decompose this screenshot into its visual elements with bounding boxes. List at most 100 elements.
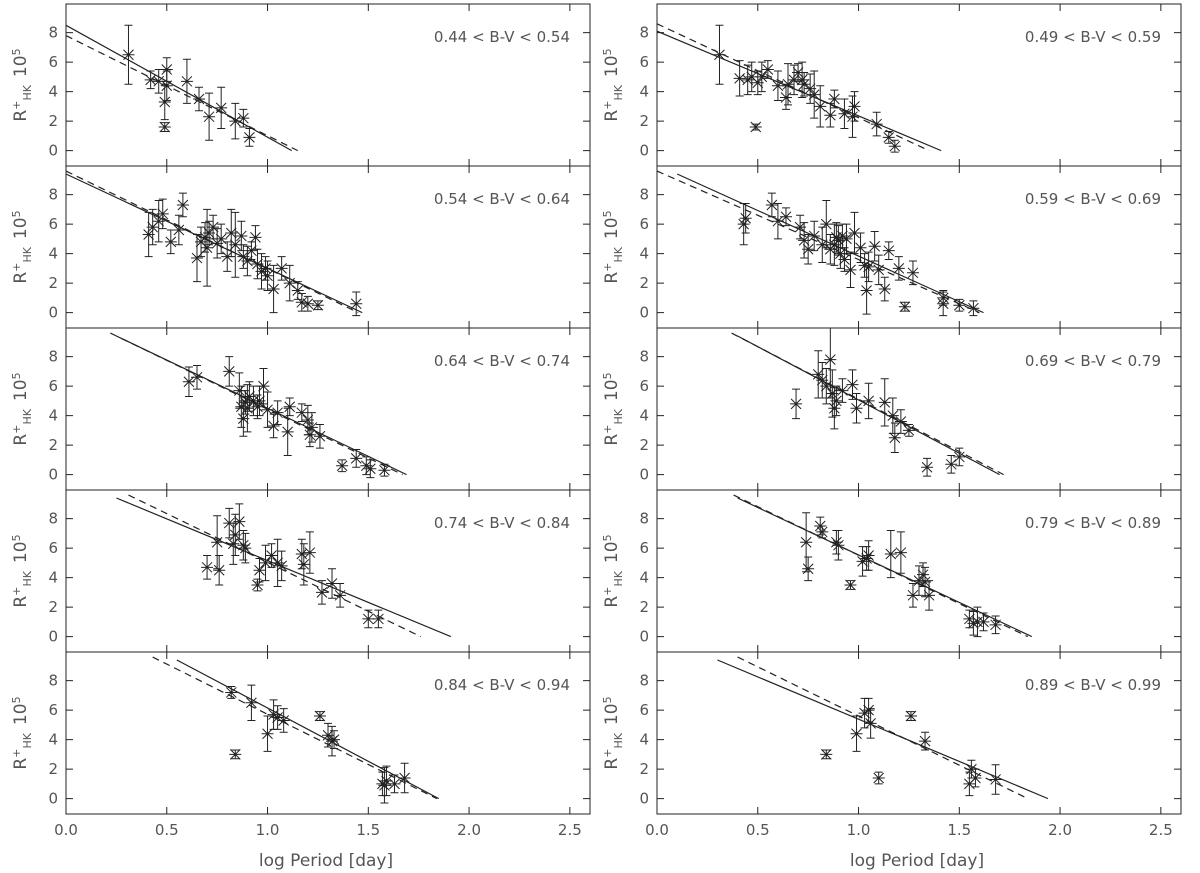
data-points xyxy=(182,356,391,479)
data-point xyxy=(816,226,829,263)
y-tick-label: 8 xyxy=(48,348,58,366)
data-point xyxy=(862,540,875,571)
data-point xyxy=(923,580,936,611)
data-point xyxy=(788,64,801,96)
data-point xyxy=(826,369,839,418)
data-point xyxy=(350,449,363,468)
y-tick-label: 2 xyxy=(639,760,649,778)
data-point xyxy=(283,397,296,417)
data-point xyxy=(229,211,242,278)
data-point xyxy=(894,531,907,574)
y-tick-label: 6 xyxy=(48,701,58,719)
y-axis-title-part: 10 xyxy=(602,541,622,563)
data-point xyxy=(301,295,314,312)
data-point xyxy=(846,95,859,138)
data-point xyxy=(771,202,784,240)
data-point xyxy=(820,200,833,249)
panel-2: 0 2 4 6 8 R+HK 105 0.49 < B-V < 0.59 xyxy=(601,3,1182,167)
y-axis-title-part: HK xyxy=(612,570,625,586)
y-tick-label: 6 xyxy=(639,539,649,557)
data-point xyxy=(283,264,296,302)
y-tick-label: 0 xyxy=(48,628,58,646)
data-point xyxy=(398,762,411,794)
data-point xyxy=(334,583,347,608)
data-point xyxy=(322,722,334,748)
data-point xyxy=(737,202,750,246)
data-point xyxy=(295,403,308,423)
data-points xyxy=(713,24,901,153)
y-axis-title-part: 5 xyxy=(10,372,23,379)
y-tick-label: 2 xyxy=(639,112,649,130)
data-point xyxy=(749,121,762,133)
data-point xyxy=(848,91,861,122)
fit-line-dashed xyxy=(737,656,1029,800)
y-axis-title-part: R xyxy=(11,596,31,608)
y-axis-title-part: R xyxy=(11,110,31,122)
data-point xyxy=(253,557,266,583)
data-point xyxy=(160,70,173,101)
fit-line-dashed xyxy=(152,656,438,800)
y-tick-label: 2 xyxy=(48,760,58,778)
data-point xyxy=(838,98,851,130)
x-tick-label: 1.5 xyxy=(947,821,971,839)
data-point xyxy=(378,463,391,477)
data-point xyxy=(271,538,284,587)
fit-line-solid xyxy=(657,30,942,152)
data-point xyxy=(989,615,1002,635)
data-point xyxy=(812,350,825,399)
data-point xyxy=(251,394,264,420)
y-axis-title-part: 10 xyxy=(602,217,622,239)
data-point xyxy=(201,208,214,287)
data-point xyxy=(225,686,238,699)
data-point xyxy=(820,367,833,405)
y-tick-label: 2 xyxy=(639,598,649,616)
data-point xyxy=(182,366,195,397)
x-tick-label: 0.5 xyxy=(746,821,770,839)
panel-label: 0.89 < B-V < 0.99 xyxy=(1025,676,1161,694)
y-axis-title-part: R xyxy=(11,272,31,284)
data-points xyxy=(201,503,385,629)
data-point xyxy=(233,503,246,540)
data-point xyxy=(904,710,917,722)
data-point xyxy=(229,513,242,557)
data-point xyxy=(315,580,328,605)
data-point xyxy=(305,412,318,443)
data-point xyxy=(844,251,857,289)
y-tick-label: 0 xyxy=(48,790,58,808)
y-tick-label: 8 xyxy=(48,186,58,204)
y-tick-label: 0 xyxy=(48,304,58,322)
data-point xyxy=(372,609,385,629)
fit-lines xyxy=(733,494,1033,638)
panel-6: 0 2 4 6 8 R+HK 105 0.69 < B-V < 0.79 xyxy=(601,327,1182,491)
data-point xyxy=(203,220,216,246)
data-point xyxy=(884,529,897,579)
data-point xyxy=(858,253,871,278)
panel-label: 0.49 < B-V < 0.59 xyxy=(1025,28,1161,46)
data-point xyxy=(142,211,155,258)
y-tick-label: 6 xyxy=(639,701,649,719)
data-point xyxy=(156,198,169,230)
y-tick-label: 4 xyxy=(48,569,58,587)
y-tick-label: 8 xyxy=(639,186,649,204)
data-point xyxy=(892,256,905,281)
data-point xyxy=(919,731,932,751)
data-point xyxy=(388,774,401,794)
panel-label: 0.69 < B-V < 0.79 xyxy=(1025,352,1161,370)
y-axis-title-part: R xyxy=(602,434,622,446)
data-point xyxy=(225,208,238,258)
y-tick-label: 0 xyxy=(48,466,58,484)
data-point xyxy=(921,457,934,477)
y-axis-title-part: 5 xyxy=(10,534,23,541)
data-point xyxy=(267,699,280,730)
fit-line-dashed xyxy=(66,35,299,152)
y-axis-title-part: R xyxy=(602,110,622,122)
data-point xyxy=(953,447,966,467)
data-point xyxy=(326,568,339,599)
y-axis-title: R+HK 105 xyxy=(10,534,34,607)
data-point xyxy=(771,70,784,101)
y-axis-title-part: + xyxy=(601,101,614,110)
data-point xyxy=(223,507,236,539)
data-point xyxy=(221,241,234,272)
